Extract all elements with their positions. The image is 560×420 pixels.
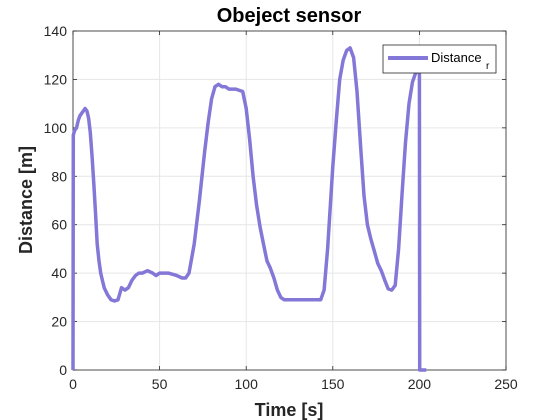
y-tick-label: 140 (44, 23, 68, 39)
y-tick-label: 120 (44, 71, 68, 87)
x-tick-label: 250 (494, 376, 518, 392)
legend: Distance r (382, 44, 497, 74)
series-line-distance (71, 46, 427, 372)
y-tick-label: 80 (51, 168, 67, 184)
y-tick-label: 100 (44, 120, 68, 136)
y-tick-label: 60 (51, 217, 67, 233)
x-axis-title: Time [s] (255, 400, 324, 420)
chart-title: Obeject sensor (217, 5, 362, 27)
legend-label: Distance (431, 50, 482, 65)
x-tick-label: 0 (69, 376, 77, 392)
y-tick-label: 20 (51, 314, 67, 330)
x-tick-label: 200 (408, 376, 432, 392)
y-axis-title: Distance [m] (16, 146, 36, 254)
y-tick-label: 40 (51, 265, 67, 281)
tick-labels: 0 50 100 150 200 250 0 20 40 60 80 100 120 140 (44, 23, 518, 392)
legend-label-subscript: r (486, 61, 490, 72)
x-tick-label: 100 (235, 376, 259, 392)
x-tick-label: 50 (152, 376, 168, 392)
x-tick-label: 150 (321, 376, 345, 392)
y-tick-label: 0 (59, 362, 67, 378)
series-layer (71, 46, 427, 372)
